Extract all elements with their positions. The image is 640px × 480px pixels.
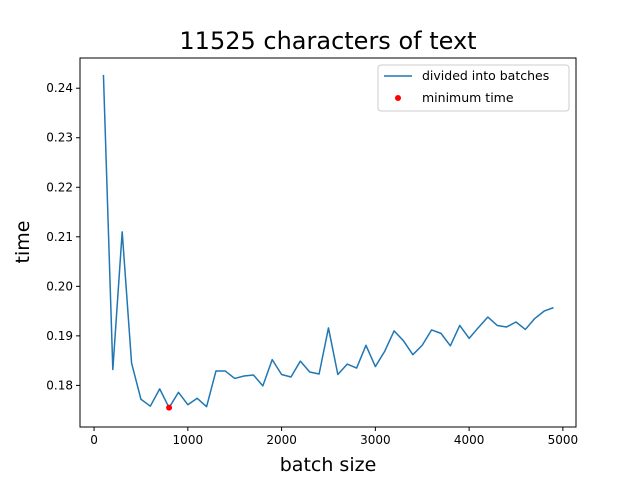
y-tick-label: 0.20 bbox=[46, 279, 73, 293]
x-tick-label: 0 bbox=[90, 433, 98, 447]
y-tick-label: 0.23 bbox=[46, 131, 73, 145]
legend-label-minimum-time: minimum time bbox=[422, 90, 514, 105]
x-tick-label: 1000 bbox=[173, 433, 204, 447]
y-tick-label: 0.21 bbox=[46, 230, 73, 244]
ticks: 0 1000 2000 3000 4000 5000 0.18 0.19 0.20 0.21 0.2… bbox=[46, 81, 578, 447]
legend: divided into batches minimum time bbox=[377, 64, 570, 112]
x-tick-label: 3000 bbox=[360, 433, 391, 447]
y-tick-label: 0.24 bbox=[46, 81, 73, 95]
chart-title: 11525 characters of text bbox=[179, 27, 476, 55]
y-tick-label: 0.18 bbox=[46, 378, 73, 392]
minimum-time-point bbox=[166, 404, 173, 411]
y-axis-label: time bbox=[12, 221, 34, 264]
axes-frame bbox=[79, 57, 577, 428]
legend-label-divided-into-batches: divided into batches bbox=[422, 68, 549, 83]
legend-box bbox=[377, 64, 570, 112]
x-axis-label: batch size bbox=[280, 454, 377, 476]
x-tick-label: 2000 bbox=[266, 433, 297, 447]
legend-dot-swatch bbox=[395, 95, 401, 101]
x-tick-label: 4000 bbox=[454, 433, 485, 447]
y-tick-label: 0.22 bbox=[46, 180, 73, 194]
series-line-divided-into-batches bbox=[102, 74, 554, 409]
y-tick-label: 0.19 bbox=[46, 329, 73, 343]
plot-area bbox=[102, 74, 554, 411]
x-tick-label: 5000 bbox=[548, 433, 579, 447]
